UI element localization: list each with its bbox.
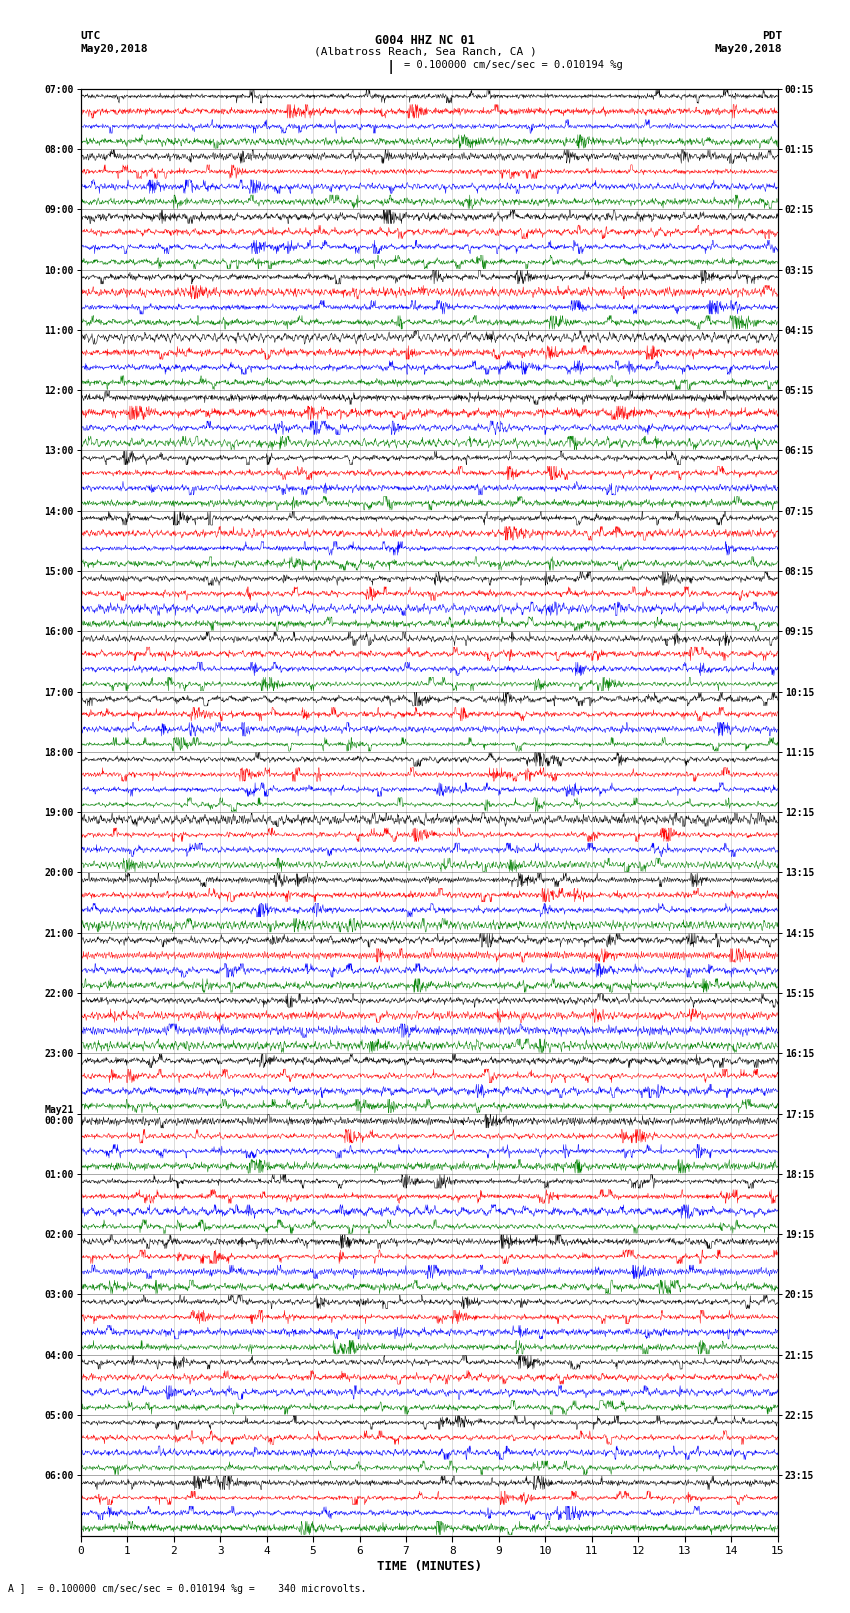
Text: May20,2018: May20,2018: [81, 44, 148, 53]
Text: = 0.100000 cm/sec/sec = 0.010194 %g: = 0.100000 cm/sec/sec = 0.010194 %g: [404, 60, 622, 69]
Text: May20,2018: May20,2018: [715, 44, 782, 53]
Text: G004 HHZ NC 01: G004 HHZ NC 01: [375, 34, 475, 47]
Text: A ]  = 0.100000 cm/sec/sec = 0.010194 %g =    340 microvolts.: A ] = 0.100000 cm/sec/sec = 0.010194 %g …: [8, 1584, 367, 1594]
Text: (Albatross Reach, Sea Ranch, CA ): (Albatross Reach, Sea Ranch, CA ): [314, 47, 536, 56]
Text: PDT: PDT: [762, 31, 782, 40]
Text: |: |: [387, 60, 395, 74]
Text: UTC: UTC: [81, 31, 101, 40]
X-axis label: TIME (MINUTES): TIME (MINUTES): [377, 1560, 482, 1573]
